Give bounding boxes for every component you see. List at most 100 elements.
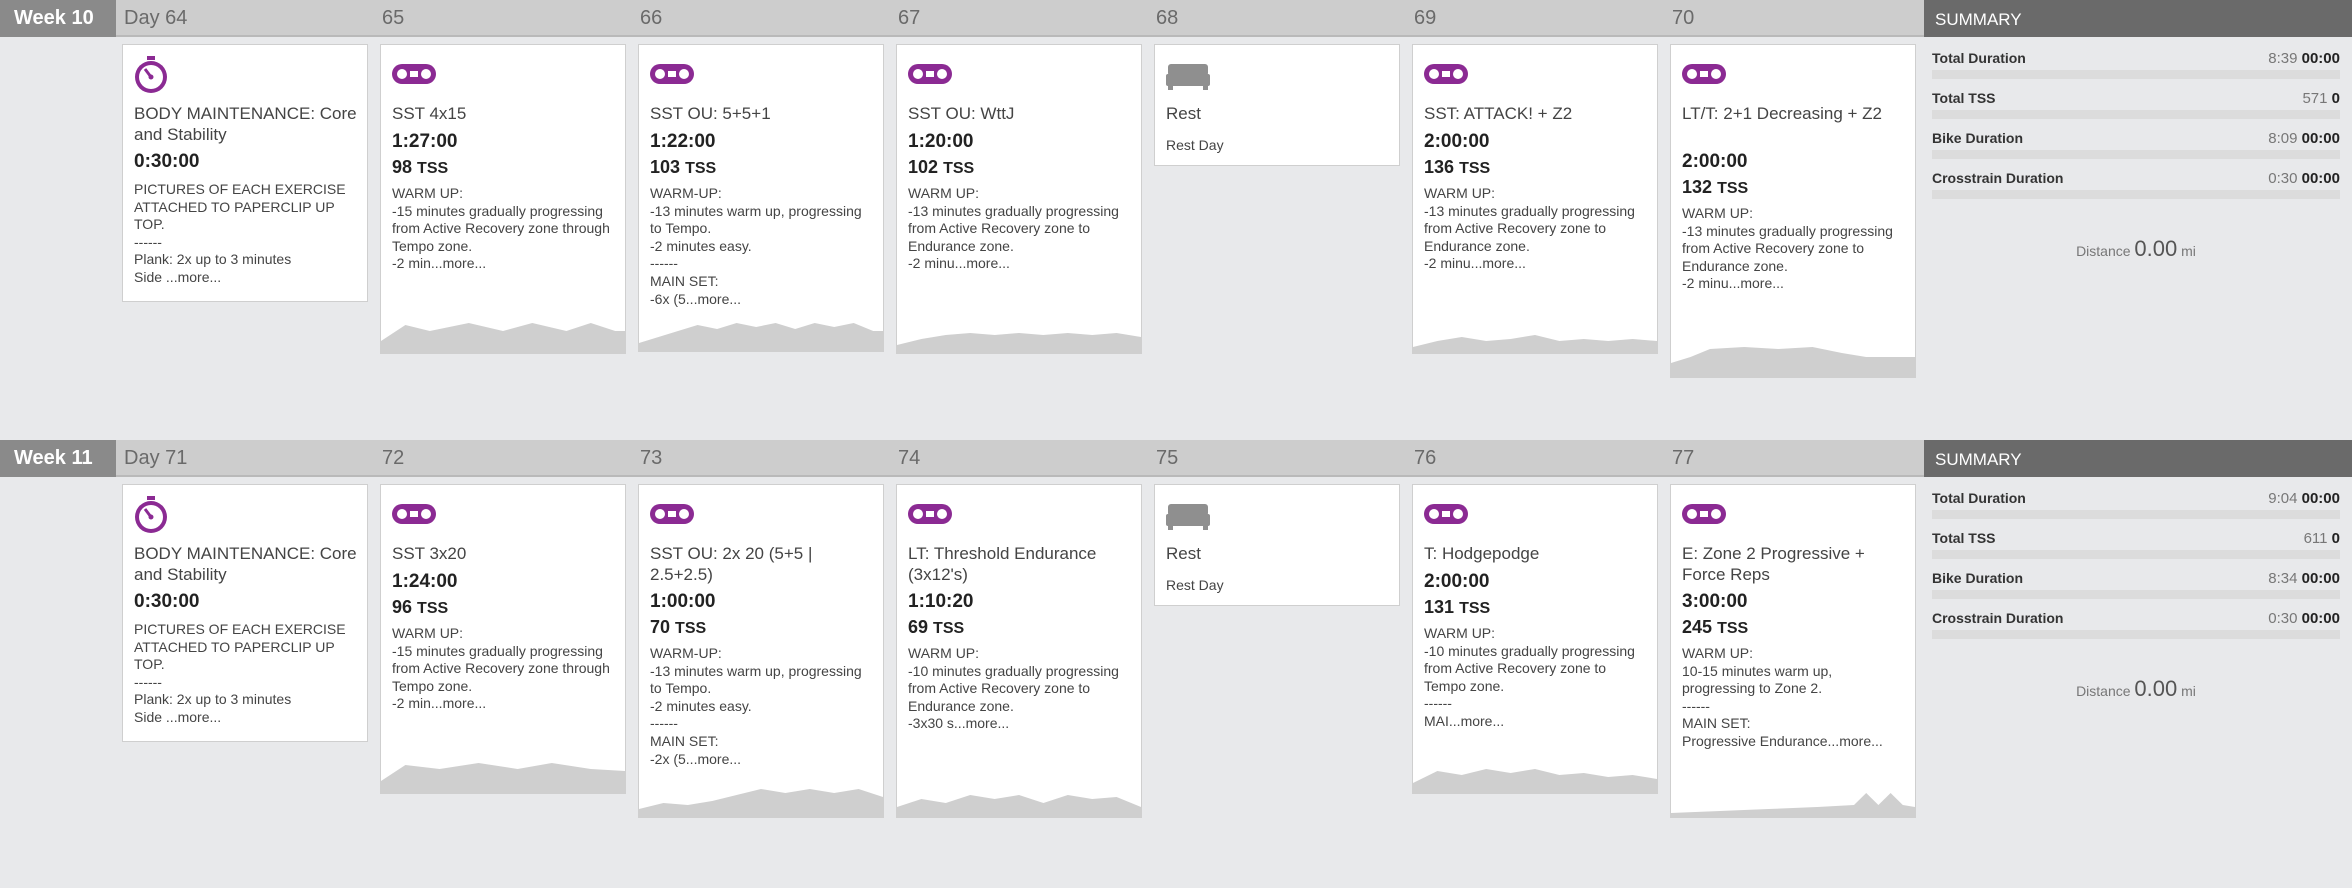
day-label: 77: [1672, 447, 1695, 469]
workout-card[interactable]: BODY MAINTENANCE: Core and Stability 0:30…: [122, 44, 368, 302]
workout-duration: 1:20:00: [908, 131, 974, 152]
more-link[interactable]: more...: [965, 715, 1010, 732]
workout-description: WARM UP: -15 minutes gradually progressi…: [392, 625, 619, 713]
more-link[interactable]: more...: [1482, 255, 1526, 272]
workout-title: Rest: [1166, 544, 1201, 563]
workout-card[interactable]: SST OU: 5+5+1 1:22:00 103 TSS WARM-UP: -13 …: [638, 44, 884, 352]
workout-card[interactable]: T: Hodgepodge 2:00:00 131 TSS WARM UP: -10 …: [1412, 484, 1658, 794]
summary-label: Crosstrain Duration: [1932, 610, 2064, 626]
more-link[interactable]: more...: [177, 268, 222, 285]
description-text: WARM-UP: -13 minutes warm up, progressin…: [650, 645, 862, 767]
actual-value: 0: [2331, 90, 2340, 107]
summary-value: 8:39 00:00: [2268, 50, 2340, 67]
summary-row: Crosstrain Duration 0:30 00:00: [1932, 610, 2340, 640]
actual-value: 00:00: [2301, 490, 2340, 507]
rest-day-card[interactable]: Rest Rest Day: [1154, 44, 1400, 166]
workout-tss: 70 TSS: [650, 617, 706, 638]
planned-value: 0:30: [2268, 170, 2298, 187]
more-link[interactable]: more...: [442, 255, 487, 272]
summary-progress-bar: [1932, 510, 2340, 519]
week-label: Week 11: [0, 440, 116, 477]
workout-card[interactable]: LT/T: 2+1 Decreasing + Z2 2:00:00 132 TSS W…: [1670, 44, 1916, 378]
workout-tss: 69 TSS: [908, 617, 964, 638]
day-label: 69: [1414, 7, 1437, 29]
tss-unit: TSS: [675, 620, 707, 637]
more-link[interactable]: more...: [697, 750, 742, 767]
summary-row: Total Duration 8:39 00:00: [1932, 50, 2340, 80]
day-label: Day 64: [124, 7, 188, 29]
summary-distance: Distance 0.00 mi: [1932, 676, 2340, 702]
workout-card[interactable]: SST 3x20 1:24:00 96 TSS WARM UP: -15 minute…: [380, 484, 626, 794]
stopwatch-icon: [133, 495, 169, 540]
workout-profile-graph: [1413, 757, 1657, 793]
workout-card[interactable]: SST OU: WttJ 1:20:00 102 TSS WARM UP: -13 m…: [896, 44, 1142, 354]
day-label: 76: [1414, 447, 1437, 469]
summary-row: Bike Duration 8:09 00:00: [1932, 130, 2340, 160]
more-link[interactable]: more...: [177, 708, 222, 725]
description-text: PICTURES OF EACH EXERCISE ATTACHED TO PA…: [134, 181, 346, 285]
description-text: WARM UP: -15 minutes gradually progressi…: [392, 625, 610, 712]
workout-duration: 2:00:00: [1424, 571, 1490, 592]
workout-description: WARM UP: -13 minutes gradually progressi…: [1682, 205, 1909, 293]
summary-label: Bike Duration: [1932, 130, 2024, 146]
more-link[interactable]: more...: [966, 255, 1010, 272]
day-label: 72: [382, 447, 405, 469]
bed-icon: [1165, 502, 1211, 535]
summary-progress-bar: [1932, 590, 2340, 599]
tss-value: 103: [650, 157, 681, 177]
workout-profile-graph: [1413, 317, 1657, 353]
more-link[interactable]: more...: [1839, 732, 1883, 749]
workout-profile-graph: [1671, 781, 1915, 817]
summary-value: 8:34 00:00: [2268, 570, 2340, 587]
day-label: 67: [898, 7, 921, 29]
bike-chain-icon: [649, 63, 695, 90]
workout-description: PICTURES OF EACH EXERCISE ATTACHED TO PA…: [134, 621, 361, 727]
summary-header: SUMMARY: [1924, 440, 2352, 477]
distance-unit: mi: [2181, 243, 2196, 259]
workout-duration: 1:27:00: [392, 131, 458, 152]
more-link[interactable]: more...: [1740, 275, 1784, 292]
summary-row: Total Duration 9:04 00:00: [1932, 490, 2340, 520]
workout-title: BODY MAINTENANCE: Core and Stability: [134, 544, 357, 584]
tss-value: 245: [1682, 617, 1713, 637]
summary-value: 9:04 00:00: [2268, 490, 2340, 507]
workout-tss: 103 TSS: [650, 157, 716, 178]
workout-tss: 96 TSS: [392, 597, 448, 618]
workout-card[interactable]: LT: Threshold Endurance (3x12's) 1:10:20 6…: [896, 484, 1142, 818]
workout-duration: 0:30:00: [134, 151, 200, 172]
day-label: 65: [382, 7, 405, 29]
summary-row: Crosstrain Duration 0:30 00:00: [1932, 170, 2340, 200]
workout-description: WARM-UP: -13 minutes warm up, progressin…: [650, 645, 877, 768]
tss-value: 131: [1424, 597, 1455, 617]
workout-card[interactable]: SST 4x15 1:27:00 98 TSS WARM UP: -15 minute…: [380, 44, 626, 354]
workout-title: T: Hodgepodge: [1424, 544, 1540, 563]
workout-title: SST OU: WttJ: [908, 104, 1015, 123]
more-link[interactable]: more...: [1460, 712, 1505, 729]
rest-day-card[interactable]: Rest Rest Day: [1154, 484, 1400, 606]
week-header-bar: [0, 440, 1924, 477]
summary-label: Total Duration: [1932, 50, 2026, 66]
workout-card[interactable]: BODY MAINTENANCE: Core and Stability 0:30…: [122, 484, 368, 742]
week-label: Week 10: [0, 0, 116, 37]
more-link[interactable]: more...: [697, 290, 742, 307]
tss-value: 96: [392, 597, 413, 617]
workout-description: WARM UP: -10 minutes gradually progressi…: [1424, 625, 1651, 731]
summary-progress-bar: [1932, 190, 2340, 199]
summary-row: Bike Duration 8:34 00:00: [1932, 570, 2340, 600]
workout-card[interactable]: SST OU: 2x 20 (5+5 | 2.5+2.5) 1:00:00 70 T…: [638, 484, 884, 818]
more-link[interactable]: more...: [442, 695, 487, 712]
day-label: 68: [1156, 7, 1179, 29]
planned-value: 0:30: [2268, 610, 2298, 627]
workout-card[interactable]: SST: ATTACK! + Z2 2:00:00 136 TSS WARM UP: …: [1412, 44, 1658, 354]
day-label: 66: [640, 7, 663, 29]
workout-title: SST 4x15: [392, 104, 467, 123]
workout-duration: 2:00:00: [1682, 151, 1748, 172]
workout-profile-graph: [897, 317, 1141, 353]
workout-description: WARM UP: -13 minutes gradually progressi…: [1424, 185, 1651, 273]
rest-day-label: Rest Day: [1166, 137, 1224, 153]
tss-unit: TSS: [417, 600, 449, 617]
workout-duration: 1:10:20: [908, 591, 974, 612]
distance-label: Distance: [2076, 683, 2131, 699]
workout-card[interactable]: E: Zone 2 Progressive + Force Reps 3:00:0…: [1670, 484, 1916, 818]
workout-profile-graph: [897, 781, 1141, 817]
